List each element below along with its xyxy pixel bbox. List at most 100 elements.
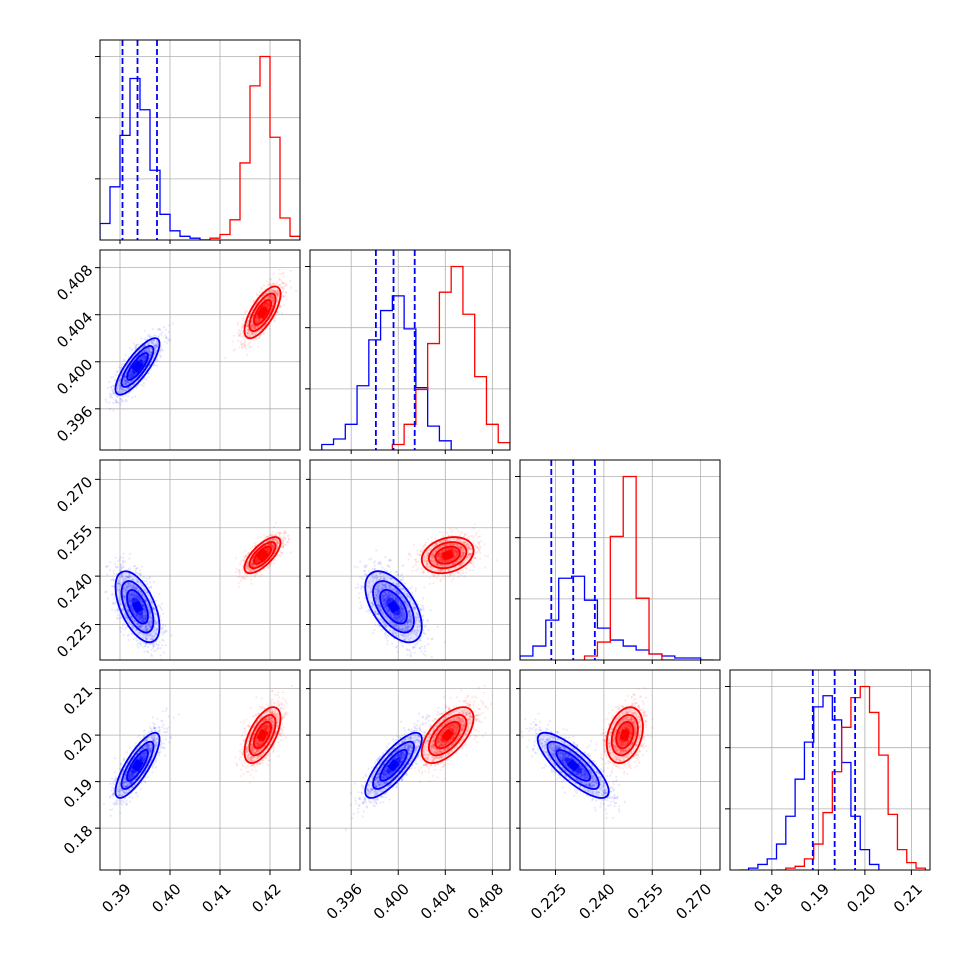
sample-point — [162, 624, 164, 626]
sample-point — [146, 650, 148, 652]
sample-point — [263, 534, 265, 536]
sample-point — [136, 644, 138, 646]
sample-point — [135, 570, 137, 572]
sample-point — [124, 359, 126, 361]
sample-point — [290, 270, 292, 272]
sample-point — [281, 312, 283, 314]
sample-point — [125, 399, 127, 401]
sample-point — [144, 580, 146, 582]
sample-point — [260, 536, 262, 538]
sample-point — [161, 334, 163, 336]
sample-point — [283, 275, 285, 277]
sample-point — [281, 287, 283, 289]
sample-point — [266, 280, 268, 282]
sample-point — [143, 576, 145, 578]
sample-point — [140, 337, 142, 339]
sample-point — [115, 602, 117, 604]
sample-point — [280, 306, 282, 308]
sample-point — [269, 328, 271, 330]
sample-point — [263, 333, 265, 335]
sample-point — [107, 387, 109, 389]
sample-point — [244, 346, 246, 348]
sample-point — [250, 346, 252, 348]
sample-point — [263, 285, 265, 287]
sample-point — [147, 372, 149, 374]
sample-point — [280, 284, 282, 286]
sample-point — [224, 357, 226, 359]
sample-point — [124, 628, 126, 630]
sample-point — [234, 348, 236, 350]
sample-point — [109, 408, 111, 410]
sample-point — [129, 567, 131, 569]
sample-point — [276, 281, 278, 283]
sample-point — [239, 563, 241, 565]
sample-point — [125, 354, 127, 356]
sample-point — [162, 349, 164, 351]
sample-point — [163, 326, 165, 328]
sample-point — [255, 574, 257, 576]
sample-point — [136, 639, 138, 641]
sample-point — [115, 557, 117, 559]
sample-point — [108, 381, 110, 383]
sample-point — [146, 378, 148, 380]
sample-point — [124, 560, 126, 562]
sample-point — [111, 396, 113, 398]
sample-point — [134, 565, 136, 567]
sample-point — [128, 558, 130, 560]
sample-point — [284, 295, 286, 297]
sample-point — [289, 280, 291, 282]
sample-point — [148, 644, 150, 646]
sample-point — [112, 402, 114, 404]
sample-point — [133, 638, 135, 640]
sample-point — [122, 557, 124, 559]
sample-point — [143, 646, 145, 648]
sample-point — [152, 328, 154, 330]
sample-point — [255, 338, 257, 340]
sample-point — [109, 393, 111, 395]
sample-point — [148, 586, 150, 588]
sample-point — [243, 343, 245, 345]
sample-point — [164, 341, 166, 343]
sample-point — [145, 645, 147, 647]
sample-point — [158, 593, 160, 595]
sample-point — [165, 644, 167, 646]
sample-point — [232, 340, 234, 342]
sample-point — [109, 561, 111, 563]
sample-point — [242, 346, 244, 348]
sample-point — [129, 347, 131, 349]
sample-point — [285, 292, 287, 294]
sample-point — [242, 317, 244, 319]
sample-point — [141, 566, 143, 568]
sample-point — [111, 585, 113, 587]
sample-point — [146, 577, 148, 579]
sample-point — [121, 627, 123, 629]
sample-point — [117, 614, 119, 616]
sample-point — [168, 331, 170, 333]
sample-point — [238, 335, 240, 337]
sample-point — [172, 322, 174, 324]
sample-point — [168, 324, 170, 326]
sample-point — [113, 572, 115, 574]
sample-point — [110, 386, 112, 388]
sample-point — [241, 327, 243, 329]
sample-point — [111, 593, 113, 595]
sample-point — [246, 354, 248, 356]
sample-point — [156, 358, 158, 360]
sample-point — [278, 279, 280, 281]
sample-point — [131, 349, 133, 351]
sample-point — [136, 572, 138, 574]
sample-point — [258, 337, 260, 339]
sample-point — [237, 340, 239, 342]
sample-point — [108, 402, 110, 404]
sample-point — [148, 333, 150, 335]
sample-point — [122, 561, 124, 563]
sample-point — [290, 551, 292, 553]
sample-point — [143, 385, 145, 387]
sample-point — [238, 586, 240, 588]
sample-point — [109, 396, 111, 398]
sample-point — [123, 566, 125, 568]
sample-point — [153, 650, 155, 652]
sample-point — [166, 342, 168, 344]
sample-point — [249, 342, 251, 344]
sample-point — [256, 294, 258, 296]
